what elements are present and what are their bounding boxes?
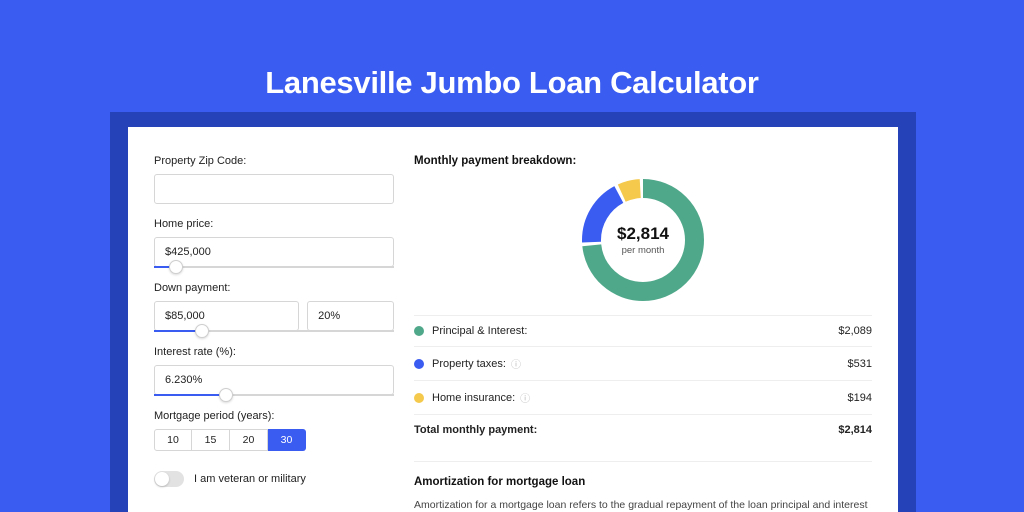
legend-dot (414, 359, 424, 369)
zip-label: Property Zip Code: (154, 155, 394, 167)
rate-input[interactable] (154, 365, 394, 395)
donut-sub: per month (622, 245, 665, 256)
legend-row: Home insurance:ⓘ$194 (414, 380, 872, 414)
toggle-knob (155, 472, 169, 486)
down-field: Down payment: (154, 282, 394, 332)
legend: Principal & Interest:$2,089Property taxe… (414, 315, 872, 414)
down-slider[interactable] (154, 330, 394, 332)
period-btn-30[interactable]: 30 (268, 429, 306, 451)
veteran-label: I am veteran or military (194, 473, 306, 485)
period-group: 10152030 (154, 429, 394, 451)
info-icon[interactable]: ⓘ (511, 356, 521, 371)
donut-amount: $2,814 (617, 224, 669, 244)
rate-slider[interactable] (154, 394, 394, 396)
price-slider[interactable] (154, 266, 394, 268)
period-label: Mortgage period (years): (154, 410, 394, 422)
breakdown-column: Monthly payment breakdown: $2,814 per mo… (414, 155, 872, 512)
rate-label: Interest rate (%): (154, 346, 394, 358)
price-label: Home price: (154, 218, 394, 230)
donut-chart: $2,814 per month (582, 179, 704, 301)
legend-dot (414, 393, 424, 403)
down-input[interactable] (154, 301, 299, 331)
rate-field: Interest rate (%): (154, 346, 394, 396)
legend-row: Property taxes:ⓘ$531 (414, 346, 872, 380)
zip-field: Property Zip Code: (154, 155, 394, 204)
legend-dot (414, 326, 424, 336)
veteran-toggle[interactable] (154, 471, 184, 487)
amort-title: Amortization for mortgage loan (414, 476, 872, 488)
legend-value: $194 (848, 392, 872, 404)
legend-label: Principal & Interest: (432, 325, 838, 337)
legend-value: $2,089 (838, 325, 872, 337)
donut-wrap: $2,814 per month (414, 179, 872, 301)
legend-row: Principal & Interest:$2,089 (414, 316, 872, 346)
veteran-row: I am veteran or military (154, 471, 394, 487)
legend-value: $531 (848, 358, 872, 370)
period-btn-20[interactable]: 20 (230, 429, 268, 451)
amort-text: Amortization for a mortgage loan refers … (414, 498, 872, 512)
down-pct-input[interactable] (307, 301, 394, 331)
total-row: Total monthly payment: $2,814 (414, 414, 872, 445)
calculator-panel: Property Zip Code: Home price: Down paym… (128, 127, 898, 512)
form-column: Property Zip Code: Home price: Down paym… (154, 155, 394, 512)
period-field: Mortgage period (years): 10152030 (154, 410, 394, 451)
period-btn-15[interactable]: 15 (192, 429, 230, 451)
zip-input[interactable] (154, 174, 394, 204)
legend-label: Home insurance:ⓘ (432, 390, 848, 405)
page-root: Lanesville Jumbo Loan Calculator Propert… (0, 0, 1024, 512)
donut-center: $2,814 per month (582, 179, 704, 301)
legend-label: Property taxes:ⓘ (432, 356, 848, 371)
page-title: Lanesville Jumbo Loan Calculator (0, 0, 1024, 101)
down-label: Down payment: (154, 282, 394, 294)
price-field: Home price: (154, 218, 394, 268)
total-value: $2,814 (838, 424, 872, 436)
info-icon[interactable]: ⓘ (520, 390, 530, 405)
total-label: Total monthly payment: (414, 424, 838, 436)
amortization-section: Amortization for mortgage loan Amortizat… (414, 461, 872, 512)
breakdown-title: Monthly payment breakdown: (414, 155, 872, 167)
period-btn-10[interactable]: 10 (154, 429, 192, 451)
price-input[interactable] (154, 237, 394, 267)
